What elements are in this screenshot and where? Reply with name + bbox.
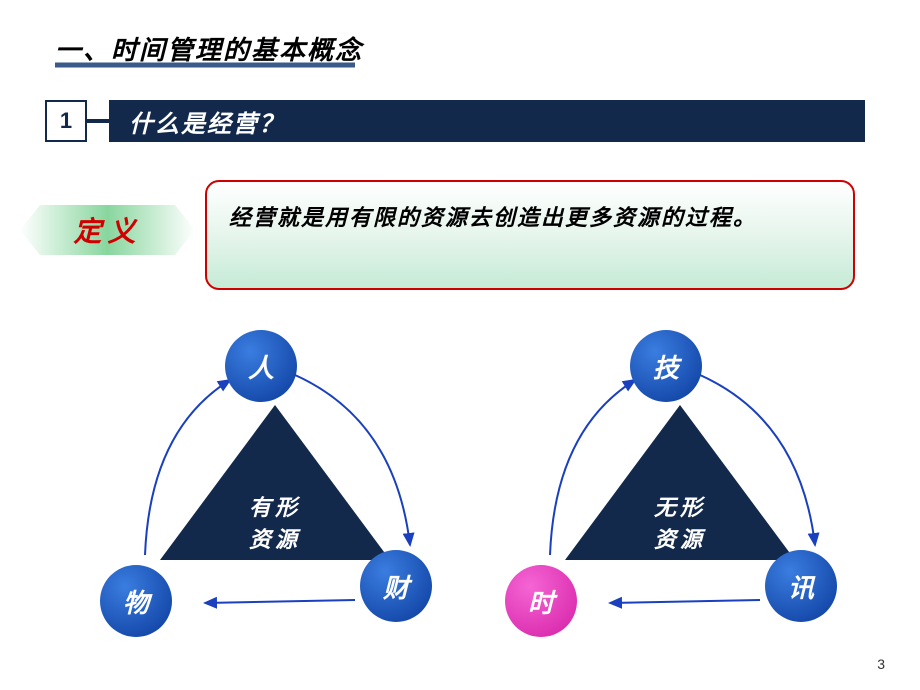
left-node-right: 财 — [360, 550, 432, 622]
left-label-line2: 资源 — [225, 522, 325, 554]
left-node-top-label: 人 — [248, 348, 274, 385]
definition-box: 经营就是用有限的资源去创造出更多资源的过程。 — [205, 180, 855, 290]
right-triangle-label: 无形 资源 — [630, 490, 730, 554]
subtitle-bar: 1 什么是经营？ — [45, 100, 865, 142]
left-node-top: 人 — [225, 330, 297, 402]
right-node-right-label: 讯 — [788, 568, 814, 605]
left-node-left-label: 物 — [123, 583, 149, 620]
definition-badge: 定义 — [20, 205, 195, 255]
page-number: 3 — [877, 656, 885, 672]
right-label-line1: 无形 — [630, 490, 730, 522]
right-node-left-label: 时 — [528, 583, 554, 620]
left-triangle-label: 有形 资源 — [225, 490, 325, 554]
title-underline — [55, 62, 355, 68]
left-label-line1: 有形 — [225, 490, 325, 522]
right-node-right: 讯 — [765, 550, 837, 622]
subtitle-connector — [87, 119, 109, 123]
definition-text: 经营就是用有限的资源去创造出更多资源的过程。 — [229, 205, 757, 230]
left-node-left: 物 — [100, 565, 172, 637]
right-node-top: 技 — [630, 330, 702, 402]
left-diagram: 有形 资源 人 财 物 — [95, 320, 455, 640]
definition-badge-text: 定义 — [73, 210, 141, 250]
left-node-right-label: 财 — [383, 568, 409, 605]
subtitle-text: 什么是经营？ — [109, 100, 865, 142]
right-label-line2: 资源 — [630, 522, 730, 554]
right-node-left: 时 — [505, 565, 577, 637]
subtitle-number: 1 — [45, 100, 87, 142]
right-node-top-label: 技 — [653, 348, 679, 385]
page-title-text: 一、时间管理的基本概念 — [55, 36, 363, 65]
right-diagram: 无形 资源 技 讯 时 — [500, 320, 860, 640]
